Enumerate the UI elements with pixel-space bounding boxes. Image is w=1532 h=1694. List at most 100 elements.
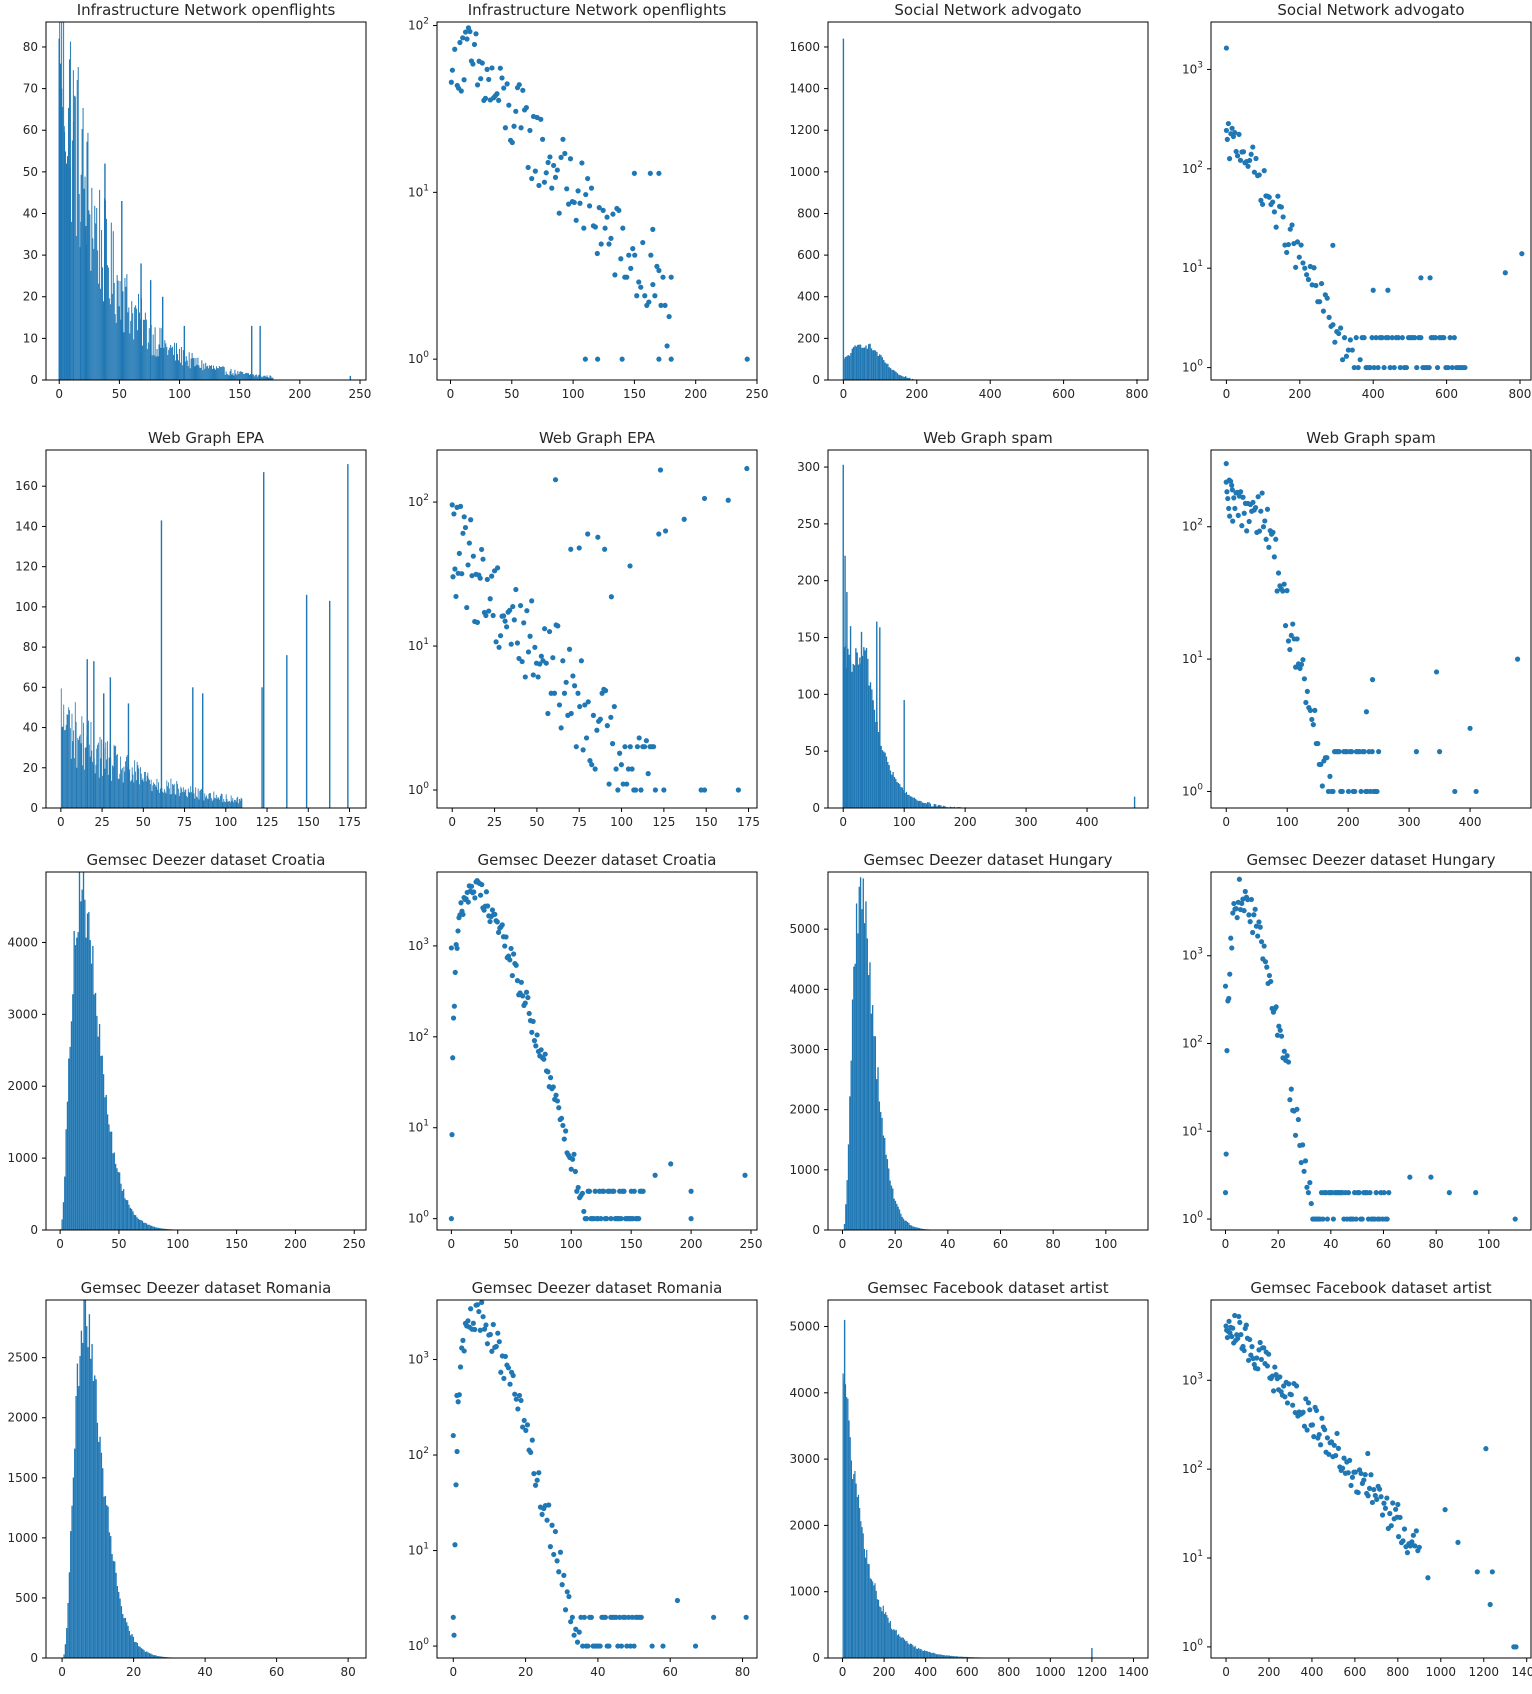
hist-bar <box>850 1060 852 1230</box>
hist-bar <box>105 742 107 808</box>
scatter-point <box>1302 265 1308 271</box>
scatter-point <box>470 1320 476 1326</box>
hist-bar <box>147 772 149 808</box>
hist-bar <box>69 710 70 808</box>
hist-bar <box>907 378 910 380</box>
y-tick-label: 0 <box>812 1651 820 1665</box>
hist-bar <box>220 366 222 380</box>
hist-bar <box>902 376 904 380</box>
scatter-point <box>1341 1455 1347 1461</box>
hist-bar <box>214 797 216 808</box>
scatter-point <box>1304 1427 1310 1433</box>
scatter-point <box>552 1528 559 1535</box>
y-tick-label: 100 <box>15 600 38 614</box>
scatter-point <box>602 546 608 552</box>
hist-bar <box>911 796 913 808</box>
hist-spike <box>876 621 878 808</box>
hist-bar <box>873 350 875 380</box>
hist-bar <box>135 780 137 808</box>
scatter-point <box>532 168 538 174</box>
scatter-point <box>1258 197 1264 203</box>
scatter-point <box>1379 1512 1386 1518</box>
hist-bar <box>849 1096 851 1230</box>
hist-bar <box>847 1398 849 1658</box>
hist-bar <box>873 709 876 808</box>
hist-bar <box>146 349 148 380</box>
hist-bar <box>105 218 107 380</box>
scatter-point <box>578 658 585 664</box>
hist-bar <box>123 1618 125 1658</box>
hist-bar <box>147 1224 149 1230</box>
scatter-point <box>582 356 588 362</box>
scatter-point <box>1288 1086 1294 1092</box>
hist-bar <box>142 1649 144 1658</box>
scatter-point <box>598 1216 604 1222</box>
scatter-point <box>1248 896 1254 903</box>
scatter-point <box>565 201 572 207</box>
scatter-point <box>532 1482 539 1488</box>
scatter-point <box>456 550 462 557</box>
hist-bar <box>154 783 155 808</box>
scatter-point <box>457 39 463 46</box>
hist-bar <box>145 781 147 808</box>
hist-bar <box>961 1656 963 1658</box>
hist-bar <box>964 1656 966 1658</box>
scatter-point <box>562 150 568 157</box>
hist-spike <box>63 126 65 380</box>
scatter-point <box>531 1471 537 1477</box>
scatter-point <box>1371 1486 1377 1493</box>
hist-bar <box>64 730 65 808</box>
hist-bar <box>144 772 145 808</box>
hist-bar <box>911 378 914 380</box>
hist-bar <box>130 1208 133 1230</box>
scatter-point <box>543 660 549 666</box>
scatter-point <box>1432 335 1439 341</box>
hist-bar <box>266 375 268 380</box>
hist-bar <box>74 945 77 1230</box>
hist-bar <box>76 767 78 808</box>
scatter-point <box>1384 1216 1390 1222</box>
scatter-point <box>1287 646 1293 653</box>
scatter-point <box>743 1614 749 1620</box>
scatter-point <box>1324 295 1330 301</box>
scatter-point <box>606 1643 612 1649</box>
hist-bar <box>118 1172 121 1230</box>
scatter-point <box>573 1626 579 1632</box>
hist-bar <box>88 912 90 1230</box>
scatter-point <box>510 1372 516 1379</box>
scatter-point <box>1300 260 1306 266</box>
scatter-point <box>1245 1357 1252 1363</box>
scatter-point <box>1324 1216 1331 1222</box>
hist-spike <box>160 520 163 808</box>
hist-bar <box>878 354 881 380</box>
scatter-point <box>1223 127 1230 134</box>
scatter-point <box>1258 508 1264 514</box>
hist-spike <box>58 38 60 381</box>
hist-bar <box>148 1224 150 1230</box>
hist-bar <box>95 764 97 808</box>
chart-title: Gemsec Facebook dataset artist <box>867 1279 1108 1297</box>
hist-bar <box>148 1653 151 1658</box>
hist-bar <box>63 1654 65 1658</box>
hist-spike <box>349 375 352 380</box>
scatter-point <box>1407 1543 1413 1549</box>
hist-bar <box>241 798 243 808</box>
hist-bar <box>189 368 191 380</box>
scatter-point <box>1301 676 1307 682</box>
hist-bar <box>844 1384 847 1658</box>
hist-bar <box>167 355 169 380</box>
scatter-point <box>595 534 601 540</box>
scatter-point <box>592 224 598 230</box>
scatter-point <box>1366 1485 1373 1492</box>
scatter-point <box>1288 632 1294 639</box>
y-tick-label: 103 <box>408 937 429 953</box>
scatter-point <box>461 514 467 520</box>
scatter-point <box>1292 1132 1299 1138</box>
hist-bar <box>889 770 892 808</box>
scatter-point <box>1381 1190 1387 1196</box>
scatter-point <box>1237 1319 1243 1326</box>
hist-bar <box>917 800 920 808</box>
x-tick-label: 100 <box>1094 1237 1117 1251</box>
scatter-point <box>1223 1151 1229 1157</box>
scatter-point <box>1226 477 1232 483</box>
